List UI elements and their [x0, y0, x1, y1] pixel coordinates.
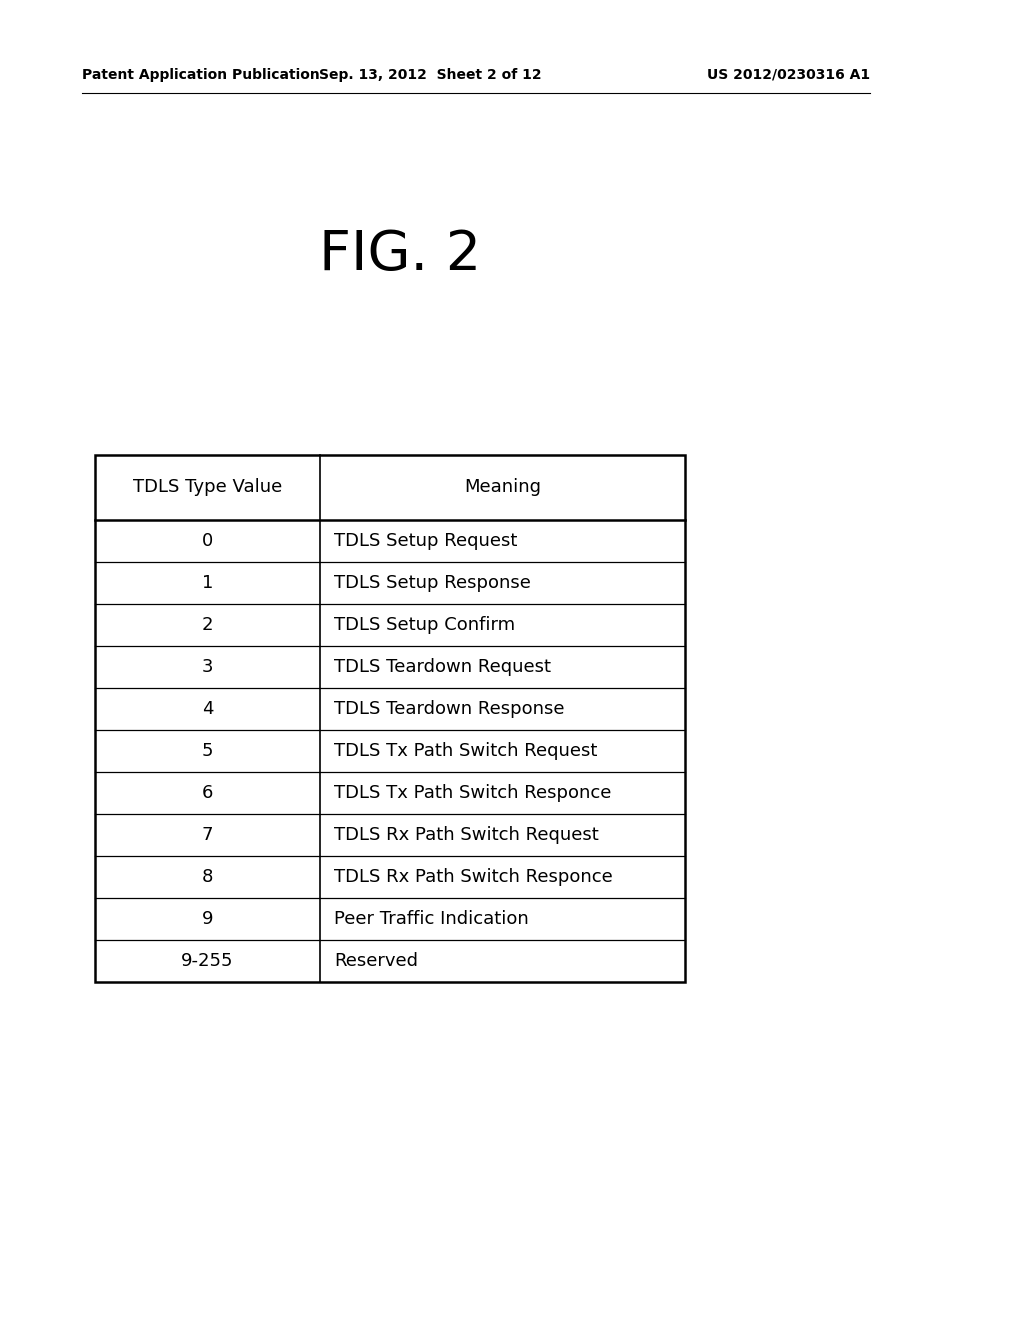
Text: 2: 2: [202, 616, 213, 634]
Bar: [95, 455, 685, 982]
Text: Meaning: Meaning: [464, 479, 541, 496]
Text: FIG. 2: FIG. 2: [318, 228, 481, 282]
Text: 1: 1: [202, 574, 213, 591]
Text: 0: 0: [202, 532, 213, 550]
Text: TDLS Setup Response: TDLS Setup Response: [334, 574, 530, 591]
Text: US 2012/0230316 A1: US 2012/0230316 A1: [707, 69, 870, 82]
Text: TDLS Type Value: TDLS Type Value: [133, 479, 283, 496]
Text: TDLS Setup Confirm: TDLS Setup Confirm: [334, 616, 515, 634]
Text: 4: 4: [202, 700, 213, 718]
Text: Peer Traffic Indication: Peer Traffic Indication: [334, 909, 528, 928]
Text: 8: 8: [202, 869, 213, 886]
Text: TDLS Teardown Request: TDLS Teardown Request: [334, 657, 551, 676]
Text: TDLS Teardown Response: TDLS Teardown Response: [334, 700, 564, 718]
Text: TDLS Setup Request: TDLS Setup Request: [334, 532, 517, 550]
Text: TDLS Tx Path Switch Request: TDLS Tx Path Switch Request: [334, 742, 597, 760]
Text: Patent Application Publication: Patent Application Publication: [82, 69, 319, 82]
Text: 7: 7: [202, 826, 213, 843]
Text: TDLS Tx Path Switch Responce: TDLS Tx Path Switch Responce: [334, 784, 611, 803]
Text: 3: 3: [202, 657, 213, 676]
Text: 9: 9: [202, 909, 213, 928]
Text: TDLS Rx Path Switch Responce: TDLS Rx Path Switch Responce: [334, 869, 612, 886]
Text: TDLS Rx Path Switch Request: TDLS Rx Path Switch Request: [334, 826, 599, 843]
Text: 9-255: 9-255: [181, 952, 233, 970]
Text: Reserved: Reserved: [334, 952, 418, 970]
Text: 5: 5: [202, 742, 213, 760]
Text: Sep. 13, 2012  Sheet 2 of 12: Sep. 13, 2012 Sheet 2 of 12: [318, 69, 542, 82]
Text: 6: 6: [202, 784, 213, 803]
